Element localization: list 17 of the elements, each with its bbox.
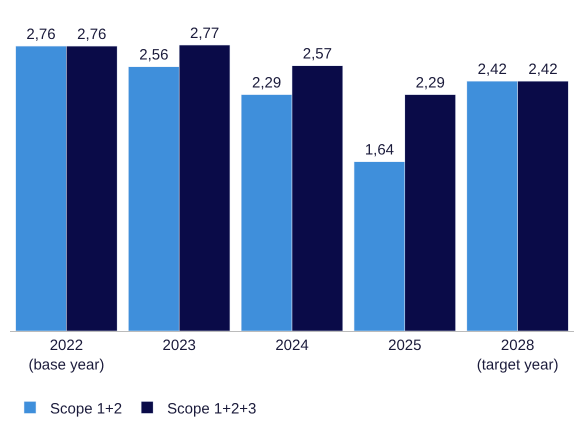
x-tick-label: 2024 [275, 337, 309, 354]
legend-label: Scope 1+2+3 [167, 400, 256, 418]
x-tick-label: 2028 (target year) [476, 337, 558, 374]
data-label: 2,57 [302, 46, 332, 63]
x-tick-label: 2022 (base year) [28, 337, 104, 374]
data-label: 1,64 [364, 142, 394, 159]
data-label: 2,56 [139, 46, 168, 64]
data-label: 2,29 [416, 74, 445, 92]
legend-label: Scope 1+2 [50, 400, 122, 418]
data-label: 2,76 [26, 26, 56, 44]
data-label: 2,29 [252, 74, 282, 92]
data-label: 2,77 [190, 25, 220, 42]
data-label: 2,42 [478, 61, 507, 78]
x-tick-label: 2025 [388, 337, 422, 354]
data-label: 2,76 [77, 26, 106, 44]
x-tick-label: 2023 [162, 337, 196, 354]
data-label: 2,42 [528, 61, 558, 78]
